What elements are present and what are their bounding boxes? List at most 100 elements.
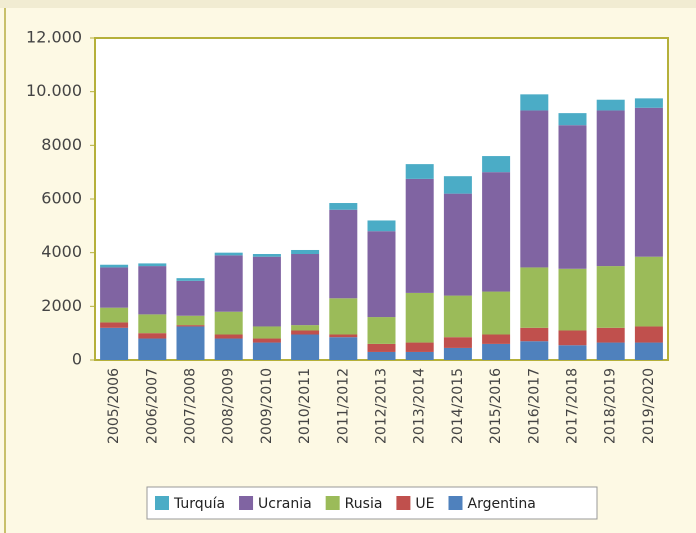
bar-segment — [596, 342, 625, 360]
bar-segment — [100, 267, 129, 308]
bar-segment — [405, 351, 434, 360]
bar-segment — [520, 110, 549, 268]
bar-segment — [367, 220, 396, 232]
bar-segment — [558, 125, 587, 269]
bar-segment — [405, 164, 434, 179]
bar-segment — [291, 249, 320, 255]
bar-segment — [100, 264, 129, 268]
bar-segment — [405, 342, 434, 352]
bar-segment — [291, 334, 320, 360]
bar-segment — [367, 343, 396, 352]
bar-segment — [634, 342, 663, 360]
bar-segment — [634, 98, 663, 108]
bar-segment — [634, 107, 663, 257]
bar-segment — [291, 254, 320, 326]
bar-segment — [329, 334, 358, 338]
bar-segment — [443, 337, 472, 348]
bar-segment — [138, 338, 167, 360]
x-tick-label: 2009/2010 — [259, 368, 275, 444]
legend-box — [146, 486, 598, 520]
bar-segment — [100, 327, 129, 360]
bar-segment — [634, 256, 663, 327]
x-tick-label: 2006/2007 — [144, 368, 160, 444]
x-tick-label: 2011/2012 — [335, 368, 351, 444]
legend-label: Turquía — [173, 496, 225, 512]
legend-swatch — [396, 496, 411, 510]
y-tick-label: 2000 — [41, 296, 82, 315]
bar-segment — [443, 295, 472, 338]
bar-segment — [176, 280, 205, 316]
bar-segment — [482, 172, 511, 292]
bar-segment — [520, 267, 549, 328]
bar-segment — [443, 176, 472, 194]
bar-segment — [138, 266, 167, 315]
legend-swatch — [325, 496, 340, 510]
bar-segment — [520, 341, 549, 360]
bar-segment — [214, 334, 243, 339]
y-tick-label: 6000 — [41, 189, 82, 208]
bar-segment — [138, 314, 167, 334]
top-strip — [0, 0, 696, 8]
bar-segment — [558, 113, 587, 126]
bar-segment — [558, 268, 587, 331]
x-tick-label: 2016/2017 — [526, 368, 542, 444]
bar-segment — [252, 338, 281, 343]
bar-segment — [138, 333, 167, 339]
bar-segment — [367, 317, 396, 344]
bar-segment — [443, 193, 472, 296]
bar-segment — [482, 334, 511, 344]
bar-segment — [596, 266, 625, 328]
bar-segment — [443, 347, 472, 360]
bar-segment — [329, 337, 358, 360]
bar-segment — [252, 254, 281, 257]
legend-label: Ucrania — [258, 496, 312, 512]
bar-segment — [329, 298, 358, 335]
bar-segment — [558, 345, 587, 360]
x-tick-label: 2019/2020 — [641, 368, 657, 444]
bar-segment — [520, 94, 549, 111]
x-tick-label: 2018/2019 — [603, 368, 619, 444]
bar-segment — [176, 278, 205, 281]
bar-segment — [405, 178, 434, 293]
bar-segment — [596, 327, 625, 343]
y-tick-label: 0 — [72, 350, 82, 369]
bar-segment — [176, 326, 205, 360]
bar-segment — [405, 292, 434, 343]
x-tick-label: 2012/2013 — [374, 368, 390, 444]
legend-swatch — [448, 496, 463, 510]
bar-segment — [138, 263, 167, 267]
bar-segment — [176, 325, 205, 327]
bar-segment — [596, 110, 625, 267]
bar-segment — [214, 311, 243, 335]
bar-segment — [252, 326, 281, 339]
bar-segment — [558, 330, 587, 346]
bar-segment — [634, 326, 663, 343]
bar-segment — [367, 351, 396, 360]
bar-segment — [214, 255, 243, 312]
bar-segment — [100, 307, 129, 323]
x-tick-label: 2017/2018 — [565, 368, 581, 444]
legend-label: Rusia — [345, 496, 383, 512]
bar-segment — [520, 327, 549, 342]
y-tick-label: 8000 — [41, 135, 82, 154]
bar-segment — [100, 322, 129, 328]
bar-segment — [482, 291, 511, 335]
y-tick-label: 10.000 — [26, 81, 82, 100]
bar-segment — [214, 252, 243, 256]
bar-segment — [329, 209, 358, 299]
legend-label: Argentina — [468, 496, 536, 512]
bar-segment — [291, 330, 320, 335]
legend-swatch — [155, 496, 169, 510]
x-tick-label: 2015/2016 — [488, 368, 504, 444]
legend-label: UE — [415, 496, 434, 512]
bar-segment — [252, 342, 281, 360]
bar-segment — [596, 99, 625, 111]
bar-segment — [214, 338, 243, 360]
x-tick-label: 2013/2014 — [412, 368, 428, 444]
bar-segment — [291, 325, 320, 331]
bar-segment — [482, 343, 511, 360]
x-tick-label: 2008/2009 — [221, 368, 237, 444]
y-tick-label: 12.000 — [26, 28, 82, 47]
bar-segment — [176, 315, 205, 326]
